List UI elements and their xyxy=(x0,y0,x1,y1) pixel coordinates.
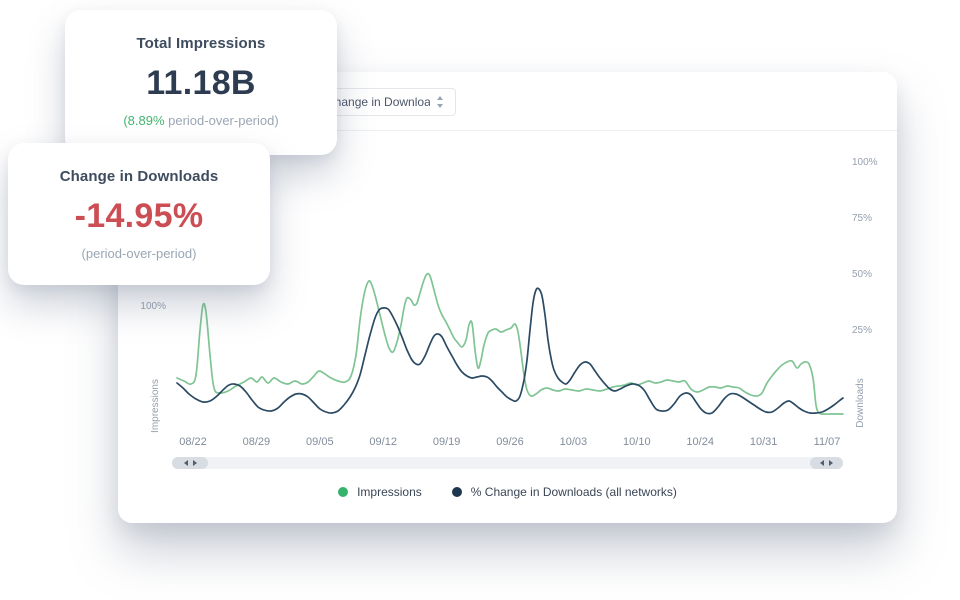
scroll-left-arrow-icon[interactable] xyxy=(820,460,824,466)
select-caret-icon xyxy=(436,95,445,109)
x-axis-date-label: 10/31 xyxy=(749,436,778,448)
card-title: Change in Downloads xyxy=(59,168,219,185)
delta-percent: (8.89% xyxy=(123,113,165,128)
scrollbar-right-thumb[interactable] xyxy=(810,457,843,469)
chart-horizontal-scrollbar[interactable] xyxy=(172,457,843,469)
chart-canvas xyxy=(176,272,844,415)
x-axis-date-label: 09/12 xyxy=(369,436,397,448)
downloads-change-value: -14.95% xyxy=(74,197,204,235)
x-axis-date-label: 09/19 xyxy=(432,436,461,448)
x-axis-date-label: 09/26 xyxy=(496,436,524,448)
total-impressions-value: 11.18B xyxy=(146,64,256,102)
scrollbar-left-thumb[interactable] xyxy=(172,457,208,469)
x-axis-date-label: 08/22 xyxy=(179,436,207,448)
panel-header-divider xyxy=(118,130,897,131)
metric-dropdown-value: % Change in Downloads xyxy=(312,95,430,109)
right-axis-tick: 25% xyxy=(852,325,873,336)
scroll-left-arrow-icon[interactable] xyxy=(183,460,188,466)
chart-legend: Impressions % Change in Downloads (all ne… xyxy=(118,485,897,499)
right-axis-tick: 100% xyxy=(852,157,878,168)
left-axis-tick-100: 100% xyxy=(140,301,166,312)
x-axis-date-label: 10/24 xyxy=(686,436,714,448)
x-axis-date-label: 10/03 xyxy=(559,436,588,448)
right-axis-tick: 75% xyxy=(852,213,873,224)
legend-item[interactable]: % Change in Downloads (all networks) xyxy=(451,485,677,499)
impressions-period-delta: (8.89% period-over-period) xyxy=(65,113,337,128)
right-axis-tick: 50% xyxy=(852,269,873,280)
downloads-change-line xyxy=(176,287,844,415)
right-axis-title: Downloads xyxy=(855,378,866,428)
total-impressions-card: Total Impressions 11.18B (8.89% period-o… xyxy=(65,10,337,155)
x-axis-tick-row: 08/22 08/29 09/05 09/12 09/19 09/26 10/03 10/10… xyxy=(118,436,897,450)
card-title: Total Impressions xyxy=(136,35,266,52)
change-in-downloads-card: Change in Downloads -14.95% (period-over… xyxy=(8,143,270,285)
impressions-line xyxy=(176,272,844,415)
scroll-right-arrow-icon[interactable] xyxy=(829,460,833,466)
x-axis-date-label: 08/29 xyxy=(242,436,271,448)
legend-label: Impressions xyxy=(357,485,422,499)
x-axis-date-label: 11/07 xyxy=(813,436,841,448)
legend-dot-icon xyxy=(451,487,462,497)
x-axis-date-label: 09/05 xyxy=(306,436,334,448)
legend-label: % Change in Downloads (all networks) xyxy=(470,485,677,499)
delta-caption: period-over-period) xyxy=(164,113,279,128)
downloads-period-caption: (period-over-period) xyxy=(81,246,197,261)
x-axis-date-label: 10/10 xyxy=(623,436,651,448)
legend-item[interactable]: Impressions xyxy=(338,485,422,499)
legend-dot-icon xyxy=(338,487,349,497)
scroll-right-arrow-icon[interactable] xyxy=(192,460,197,466)
